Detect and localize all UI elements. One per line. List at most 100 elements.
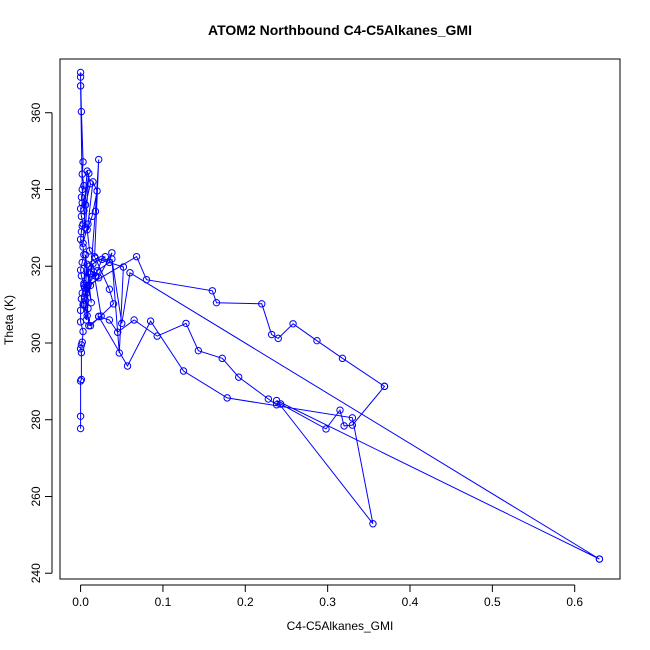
data-point xyxy=(95,274,103,282)
data-point xyxy=(81,283,89,292)
x-tick-label: 0.1 xyxy=(155,595,172,609)
data-point xyxy=(105,316,114,324)
data-point xyxy=(595,555,604,563)
data-point xyxy=(86,322,95,330)
data-point xyxy=(79,327,87,336)
data-point xyxy=(348,421,357,429)
data-point xyxy=(84,220,92,228)
data-point xyxy=(108,255,116,263)
data-point xyxy=(93,187,101,195)
data-point xyxy=(272,401,281,409)
data-point xyxy=(82,316,91,324)
series-layer xyxy=(76,68,604,563)
data-point xyxy=(267,330,276,339)
data-point xyxy=(208,287,217,295)
data-point xyxy=(132,252,141,261)
data-point xyxy=(76,235,85,244)
data-point xyxy=(194,346,203,355)
data-point xyxy=(93,267,101,275)
data-point xyxy=(264,395,273,403)
y-axis-label: Theta (K) xyxy=(2,295,16,345)
x-tick-label: 0.3 xyxy=(319,595,336,609)
y-tick-label: 340 xyxy=(29,179,43,199)
data-point xyxy=(153,332,161,340)
y-tick-label: 240 xyxy=(29,563,43,583)
x-axis: 0.0 0.1 0.2 0.3 0.4 0.5 0.6 xyxy=(72,584,583,609)
data-point xyxy=(83,312,91,320)
data-point xyxy=(85,247,94,255)
data-point xyxy=(115,349,123,357)
y-axis: 240 260 280 300 320 340 360 xyxy=(29,102,53,583)
data-point xyxy=(77,107,86,116)
data-point xyxy=(90,268,98,276)
data-point xyxy=(118,319,126,328)
data-point xyxy=(76,424,85,433)
data-point xyxy=(105,285,114,293)
data-point xyxy=(258,300,266,308)
data-point xyxy=(348,414,357,422)
data-point xyxy=(76,266,85,274)
data-point xyxy=(78,338,86,346)
data-point xyxy=(85,262,93,270)
data-point xyxy=(338,354,347,363)
data-point xyxy=(81,224,90,232)
data-point xyxy=(80,181,88,190)
data-point xyxy=(274,334,282,343)
x-tick-label: 0.4 xyxy=(402,595,419,609)
data-point xyxy=(76,377,85,385)
plot-area xyxy=(59,58,621,580)
data-point xyxy=(83,167,91,175)
data-point xyxy=(95,155,103,164)
data-point xyxy=(182,319,190,328)
x-tick-label: 0.0 xyxy=(72,595,89,609)
data-point xyxy=(86,180,95,188)
data-point xyxy=(369,520,377,528)
data-point xyxy=(289,320,297,328)
y-tick-label: 360 xyxy=(29,102,43,122)
y-tick-label: 260 xyxy=(29,486,43,506)
data-point xyxy=(123,362,132,370)
data-point xyxy=(223,394,231,402)
data-point xyxy=(76,412,85,420)
data-point xyxy=(130,316,138,324)
data-point xyxy=(76,345,85,353)
x-tick-label: 0.5 xyxy=(484,595,501,609)
data-point xyxy=(81,201,90,209)
data-point xyxy=(89,178,97,186)
data-point xyxy=(91,207,100,216)
x-tick-label: 0.6 xyxy=(566,595,583,609)
data-point xyxy=(77,193,86,201)
data-point xyxy=(313,336,321,345)
data-point xyxy=(142,275,151,284)
data-point xyxy=(272,396,281,405)
data-point xyxy=(77,375,86,384)
data-point xyxy=(88,212,96,221)
data-point xyxy=(81,297,90,305)
data-point xyxy=(380,382,389,391)
data-point xyxy=(322,425,330,433)
data-point xyxy=(79,243,87,251)
data-point xyxy=(76,73,85,81)
data-point xyxy=(78,185,86,194)
data-point xyxy=(109,300,118,308)
y-tick-label: 280 xyxy=(29,409,43,429)
data-point xyxy=(83,260,91,269)
data-point xyxy=(79,158,87,166)
data-point xyxy=(218,354,226,363)
data-point xyxy=(77,348,86,357)
data-point xyxy=(83,226,91,234)
data-point xyxy=(76,82,85,90)
data-point xyxy=(78,258,86,267)
data-point xyxy=(126,269,134,277)
data-point xyxy=(81,293,89,301)
series-line xyxy=(80,72,600,560)
data-point xyxy=(95,312,103,321)
chart-title: ATOM2 Northbound C4-C5Alkanes_GMI xyxy=(208,22,472,38)
data-point xyxy=(79,239,87,247)
data-point xyxy=(336,406,344,414)
data-point xyxy=(81,300,89,309)
data-point xyxy=(340,422,348,430)
data-point xyxy=(235,373,243,381)
data-point xyxy=(77,272,86,280)
